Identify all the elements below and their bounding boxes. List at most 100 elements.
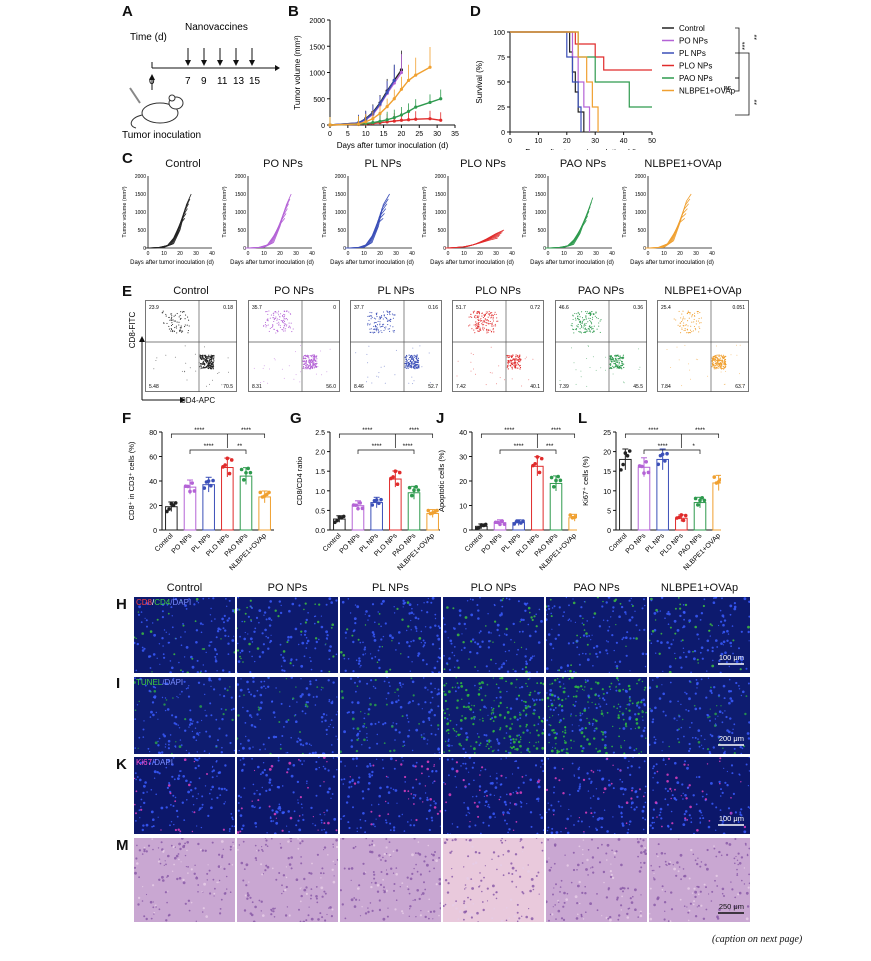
data-point — [683, 513, 688, 518]
data-point — [202, 486, 207, 490]
x-tick-label: 30 — [593, 251, 599, 257]
panel-label-h: H — [116, 596, 127, 613]
panel-c-chart: 0 500 1000 1500 2000 0 10 20 30 40 Days after tumo… — [322, 174, 415, 266]
x-tick-label: 20 — [398, 131, 406, 138]
panel-label-k: K — [116, 756, 127, 773]
quadrant-percent: 7.84 — [661, 384, 671, 390]
x-axis-label: Days after tumor inoculation (d) — [130, 260, 214, 266]
data-point — [623, 451, 628, 455]
data-point — [512, 522, 517, 526]
legend-label: PO NPs — [679, 37, 708, 46]
stain-legend-part: CD4 — [154, 598, 171, 607]
quadrant-percent: 7.39 — [559, 384, 569, 390]
data-point — [719, 477, 721, 482]
data-point — [537, 470, 542, 475]
y-tick-label: 0 — [643, 246, 646, 252]
x-tick-label: 0 — [508, 138, 512, 145]
micrograph-tile — [134, 677, 235, 754]
sig-label: **** — [372, 443, 383, 450]
scale-bar-label: 100 μm — [719, 814, 744, 823]
x-tick-label: 40 — [709, 251, 715, 257]
data-point — [665, 451, 669, 456]
data-point — [397, 470, 402, 475]
y-tick-label: 2000 — [535, 174, 546, 180]
sig-label: **** — [403, 443, 414, 450]
data-point — [535, 455, 540, 459]
sig-label: **** — [409, 427, 420, 434]
panel-label-j: J — [436, 410, 445, 427]
individual-growth-curve — [549, 201, 592, 249]
panel-c-title: Control — [165, 158, 201, 170]
x-tick-label: 0 — [647, 251, 650, 257]
y-axis-label: CD8/CD4 ratio — [295, 457, 304, 506]
y-tick-label: 1000 — [309, 71, 325, 78]
stain-legend-part: TUNEL — [136, 678, 163, 687]
x-tick-label: 35 — [451, 131, 459, 138]
data-point — [700, 495, 704, 500]
panel-label-e: E — [122, 283, 133, 300]
panel-label-i: I — [116, 675, 121, 692]
panel-c-chart: 0 500 1000 1500 2000 0 10 20 30 40 Days after tumo… — [422, 174, 515, 266]
sig-label: **** — [695, 427, 706, 434]
y-tick-label: 75 — [497, 55, 505, 62]
y-tick-label: 1500 — [635, 192, 646, 198]
data-point — [621, 462, 625, 467]
individual-growth-curve — [551, 197, 594, 249]
legend-label: NLBPE1+OVAp — [679, 87, 736, 96]
micrograph-tile — [237, 757, 338, 834]
panel-label-a: A — [122, 3, 133, 20]
individual-growth-curve — [147, 208, 188, 249]
panel-a-schematic: Time (d) Nanovaccines 079111315 Tumor in… — [122, 22, 280, 141]
panel-c-title: PL NPs — [364, 158, 402, 170]
flow-x-label: CD4-APC — [180, 396, 216, 405]
category-label: PO NPs — [481, 532, 504, 555]
data-point — [663, 459, 667, 463]
panel-e-title: PL NPs — [377, 285, 415, 297]
quadrant-percent: 0.72 — [530, 305, 540, 311]
micrograph-tile — [340, 838, 441, 922]
y-tick-label: 20 — [603, 450, 611, 457]
data-point — [188, 489, 192, 494]
individual-growth-curve — [149, 198, 191, 249]
panel-c-chart: 0 500 1000 1500 2000 0 10 20 30 40 Days after tumo… — [522, 174, 615, 266]
x-tick-label: 30 — [433, 131, 441, 138]
data-point — [681, 518, 686, 523]
day-tick-label: 15 — [249, 76, 261, 87]
y-tick-label: 20 — [149, 504, 157, 511]
panel-c-title: PLO NPs — [460, 158, 506, 170]
legend-label: PLO NPs — [679, 62, 712, 71]
y-tick-label: 100 — [493, 30, 505, 37]
x-tick-label: 5 — [346, 131, 350, 138]
micrograph-tile — [546, 677, 647, 754]
y-tick-label: 0 — [501, 130, 505, 137]
data-point — [379, 497, 383, 502]
category-label: PO NPs — [339, 532, 362, 555]
day-tick-label: 9 — [201, 76, 207, 87]
data-point — [502, 522, 507, 526]
x-tick-label: 40 — [509, 251, 515, 257]
stain-legend-part: /DAPI — [162, 678, 184, 687]
data-point — [627, 449, 632, 453]
micrograph-tile — [134, 597, 235, 673]
data-point — [209, 483, 213, 488]
x-tick-label: 40 — [409, 251, 415, 257]
data-point — [414, 485, 418, 489]
data-point — [190, 481, 194, 485]
data-point — [358, 501, 362, 505]
category-label: PO NPs — [625, 532, 648, 555]
data-point — [258, 490, 263, 495]
micro-column-header: PL NPs — [372, 582, 409, 594]
data-point — [229, 458, 234, 462]
x-tick-label: 10 — [362, 131, 370, 138]
survival-curve — [510, 31, 652, 71]
x-tick-label: 15 — [380, 131, 388, 138]
y-tick-label: 1500 — [309, 44, 325, 51]
individual-growth-curve — [547, 211, 590, 249]
quadrant-percent: 0.16 — [428, 305, 438, 311]
quadrant-percent: 0.36 — [633, 305, 643, 311]
y-axis-label: Tumor volume (mm³) — [422, 186, 428, 237]
quadrant-percent: 46.6 — [559, 305, 569, 311]
y-tick-label: 1000 — [535, 210, 546, 216]
x-tick-label: 0 — [147, 251, 150, 257]
data-point — [356, 506, 360, 511]
